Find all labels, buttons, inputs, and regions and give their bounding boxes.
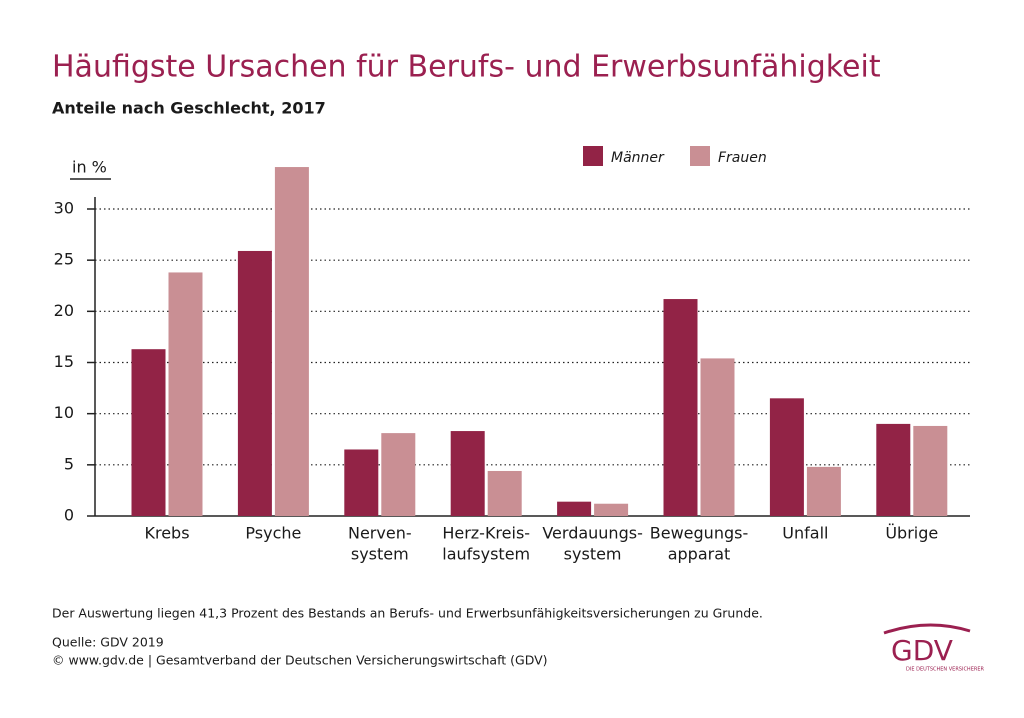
x-tick-label: Krebs	[144, 524, 189, 543]
legend-swatch	[583, 146, 603, 166]
x-tick-label: Übrige	[885, 524, 938, 543]
bar	[594, 503, 629, 516]
x-tick-label: Unfall	[782, 524, 828, 543]
y-tick-label: 20	[54, 301, 74, 320]
y-tick-label: 0	[64, 506, 74, 525]
x-tick-label: Nerven-	[348, 524, 412, 543]
x-tick-label: Psyche	[245, 524, 301, 543]
x-tick-label: system	[351, 545, 409, 564]
y-tick-label: 15	[54, 352, 74, 371]
y-tick-label: 5	[64, 454, 74, 473]
y-axis-label: in %	[72, 158, 107, 177]
bar	[487, 470, 522, 516]
bar	[450, 431, 485, 516]
bar	[769, 398, 804, 516]
logo-arc	[883, 623, 971, 635]
logo-tagline: DIE DEUTSCHEN VERSICHERER	[906, 667, 984, 673]
bar	[168, 272, 203, 516]
x-tick-label: system	[564, 545, 622, 564]
legend-label: Frauen	[718, 150, 767, 166]
bar	[913, 425, 948, 516]
bar	[557, 501, 592, 516]
copyright: © www.gdv.de | Gesamtverband der Deutsch…	[52, 653, 548, 668]
bar	[237, 250, 272, 516]
chart-title: Häufigste Ursachen für Berufs- und Erwer…	[52, 50, 881, 85]
bar	[131, 349, 166, 516]
legend-swatch	[690, 146, 710, 166]
source: Quelle: GDV 2019	[52, 635, 164, 650]
bar	[806, 466, 841, 516]
chart-subtitle: Anteile nach Geschlecht, 2017	[52, 99, 326, 118]
bar	[663, 299, 698, 516]
legend-label: Männer	[611, 150, 665, 166]
x-tick-label: Herz-Kreis-	[442, 524, 530, 543]
footnote: Der Auswertung liegen 41,3 Prozent des B…	[52, 606, 763, 621]
x-tick-label: Verdauungs-	[542, 524, 643, 543]
x-tick-label: laufsystem	[442, 545, 530, 564]
bar	[876, 423, 911, 516]
x-tick-label: apparat	[668, 545, 731, 564]
bar	[700, 358, 735, 516]
y-tick-label: 25	[54, 250, 74, 269]
y-tick-label: 30	[54, 199, 74, 218]
x-tick-label: Bewegungs-	[650, 524, 748, 543]
y-tick-label: 10	[54, 403, 74, 422]
bar	[381, 433, 416, 516]
bar	[344, 449, 379, 516]
logo: GDV	[891, 634, 953, 667]
bar	[274, 167, 309, 516]
